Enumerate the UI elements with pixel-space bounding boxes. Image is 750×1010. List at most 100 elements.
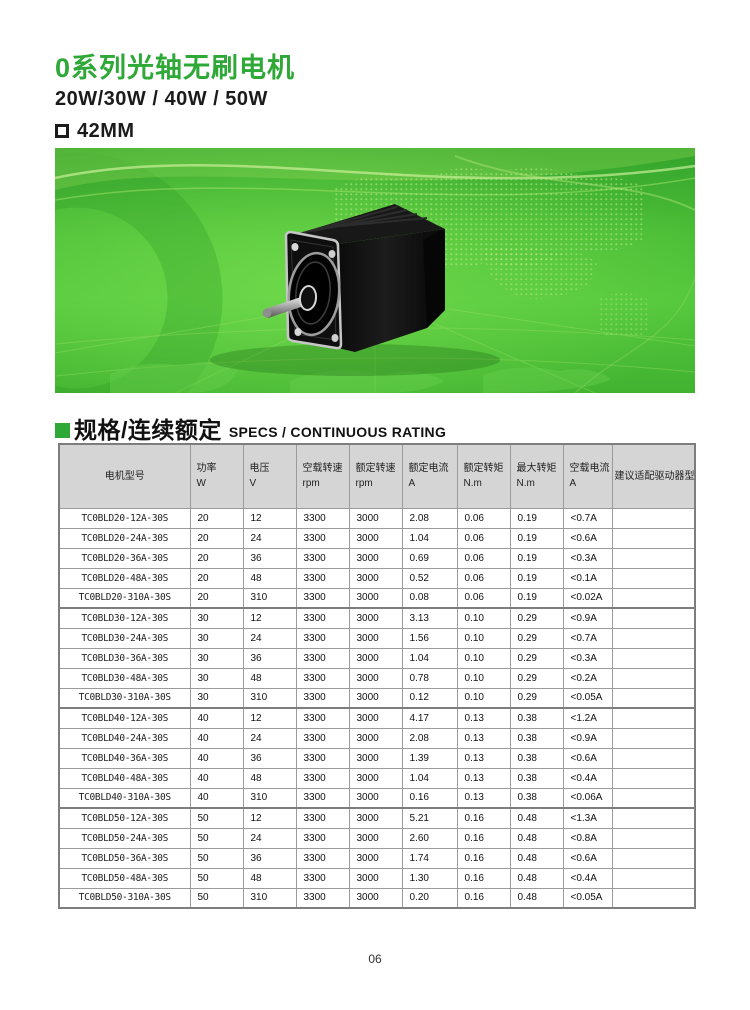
value-cell: 3000 (348, 667, 403, 689)
value-cell: 50 (189, 847, 244, 869)
value-cell: 3300 (295, 887, 350, 909)
value-cell: 3300 (295, 627, 350, 649)
value-cell: <0.06A (562, 787, 613, 809)
value-cell: 0.06 (456, 507, 511, 529)
value-cell: 0.12 (401, 687, 458, 709)
value-cell: 0.29 (509, 667, 564, 689)
table-row: TC0BLD20-24A-30S 20 24 3300 3000 1.04 0.06 0.19… (58, 527, 696, 549)
model-cell: TC0BLD50-36A-30S (58, 847, 191, 869)
value-cell: 3300 (295, 687, 350, 709)
model-cell: TC0BLD30-310A-30S (58, 687, 191, 709)
value-cell: 48 (242, 767, 297, 789)
value-cell: 30 (189, 687, 244, 709)
value-cell: 3.13 (401, 607, 458, 629)
value-cell: 0.48 (509, 807, 564, 829)
value-cell: 3300 (295, 547, 350, 569)
value-cell: 3300 (295, 567, 350, 589)
column-header: 电压 V (242, 443, 297, 509)
value-cell: 3300 (295, 867, 350, 889)
table-row: TC0BLD50-36A-30S 50 36 3300 3000 1.74 0.16 0.48… (58, 847, 696, 869)
column-header: 建议适配驱动器型号 (611, 443, 696, 509)
value-cell: 0.10 (456, 607, 511, 629)
value-cell: <0.8A (562, 827, 613, 849)
value-cell: 3300 (295, 707, 350, 729)
value-cell: 3300 (295, 847, 350, 869)
column-header: 最大转矩 N.m (509, 443, 564, 509)
value-cell: 3300 (295, 807, 350, 829)
value-cell (611, 867, 696, 889)
value-cell: 0.19 (509, 547, 564, 569)
value-cell: 20 (189, 587, 244, 609)
value-cell: 0.19 (509, 507, 564, 529)
value-cell: 20 (189, 507, 244, 529)
value-cell: 24 (242, 727, 297, 749)
value-cell: 0.38 (509, 767, 564, 789)
value-cell: 0.16 (456, 887, 511, 909)
section-title-cn: 规格/连续额定 (74, 417, 222, 443)
value-cell: 3000 (348, 607, 403, 629)
value-cell: 0.48 (509, 887, 564, 909)
value-cell: 3300 (295, 647, 350, 669)
table-row: TC0BLD40-310A-30S 40 310 3300 3000 0.16 0.13 0.… (58, 787, 696, 809)
table-row: TC0BLD30-12A-30S 30 12 3300 3000 3.13 0.10 0.29… (58, 607, 696, 629)
value-cell: <0.4A (562, 767, 613, 789)
value-cell (611, 667, 696, 689)
power-range-subtitle: 20W/30W / 40W / 50W (55, 87, 268, 110)
table-row: TC0BLD40-48A-30S 40 48 3300 3000 1.04 0.13 0.38… (58, 767, 696, 789)
value-cell: 3000 (348, 647, 403, 669)
value-cell: 48 (242, 867, 297, 889)
value-cell: <0.9A (562, 607, 613, 629)
value-cell: 3000 (348, 727, 403, 749)
value-cell (611, 587, 696, 609)
value-cell: 0.38 (509, 727, 564, 749)
value-cell: 40 (189, 787, 244, 809)
value-cell (611, 787, 696, 809)
value-cell: 2.08 (401, 507, 458, 529)
model-cell: TC0BLD40-310A-30S (58, 787, 191, 809)
value-cell: 36 (242, 647, 297, 669)
value-cell: 50 (189, 887, 244, 909)
page-header: 0系列光轴无刷电机 20W/30W / 40W / 50W 42MM (55, 53, 295, 143)
value-cell: 48 (242, 567, 297, 589)
value-cell: <1.2A (562, 707, 613, 729)
value-cell: 3300 (295, 587, 350, 609)
value-cell: 3000 (348, 507, 403, 529)
section-title-en: SPECS / CONTINUOUS RATING (228, 423, 447, 440)
value-cell: 12 (242, 507, 297, 529)
model-cell: TC0BLD30-48A-30S (58, 667, 191, 689)
value-cell: <0.2A (562, 667, 613, 689)
value-cell (611, 767, 696, 789)
value-cell: 0.06 (456, 527, 511, 549)
value-cell: 12 (242, 807, 297, 829)
value-cell: 30 (189, 647, 244, 669)
value-cell: 0.13 (456, 747, 511, 769)
value-cell: 1.39 (401, 747, 458, 769)
value-cell: 3300 (295, 827, 350, 849)
value-cell: 30 (189, 667, 244, 689)
value-cell (611, 607, 696, 629)
table-row: TC0BLD30-36A-30S 30 36 3300 3000 1.04 0.10 0.29… (58, 647, 696, 669)
model-cell: TC0BLD20-12A-30S (58, 507, 191, 529)
value-cell: 0.38 (509, 747, 564, 769)
table-row: TC0BLD30-310A-30S 30 310 3300 3000 0.12 0.10 0.… (58, 687, 696, 709)
value-cell: 0.16 (456, 847, 511, 869)
value-cell: <0.4A (562, 867, 613, 889)
value-cell: <1.3A (562, 807, 613, 829)
value-cell: 0.06 (456, 587, 511, 609)
value-cell: 0.16 (456, 807, 511, 829)
value-cell: 12 (242, 707, 297, 729)
table-row: TC0BLD50-48A-30S 50 48 3300 3000 1.30 0.16 0.48… (58, 867, 696, 889)
header-row: 电机型号 功率 W 电压 V 空载转速 rpm 额定转速 rpm 额定电流 A 额定转矩 N.m 最大转矩… (58, 443, 696, 509)
column-header: 空载转速 rpm (295, 443, 350, 509)
model-cell: TC0BLD30-36A-30S (58, 647, 191, 669)
value-cell: 12 (242, 607, 297, 629)
model-cell: TC0BLD20-36A-30S (58, 547, 191, 569)
model-cell: TC0BLD50-48A-30S (58, 867, 191, 889)
value-cell: 0.38 (509, 787, 564, 809)
value-cell: 40 (189, 727, 244, 749)
value-cell: 3300 (295, 727, 350, 749)
value-cell: 3300 (295, 747, 350, 769)
value-cell: 0.48 (509, 827, 564, 849)
value-cell: 0.19 (509, 567, 564, 589)
